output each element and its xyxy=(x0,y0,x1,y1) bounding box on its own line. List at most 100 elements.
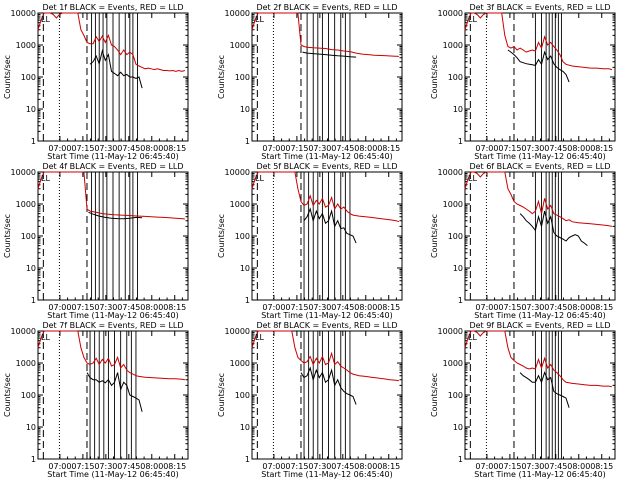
series-events xyxy=(89,49,143,89)
corner-tag: LL xyxy=(41,15,50,24)
x-axis-label: Start Time (11-May-12 06:45:40) xyxy=(474,311,605,320)
plot-frame xyxy=(37,330,189,460)
y-tick-label: 10000 xyxy=(11,9,36,18)
y-tick-label: 1000 xyxy=(443,200,463,209)
series-events xyxy=(507,49,570,83)
y-axis-label: Counts/sec xyxy=(3,373,12,417)
y-tick-label: 1 xyxy=(458,137,463,146)
panel-title: Det 1f BLACK = Events, RED = LLD xyxy=(42,3,183,12)
corner-tag: LL xyxy=(41,174,50,183)
panel-det-5: Det 5f BLACK = Events, RED = LLD 1 10 100 10… xyxy=(217,162,403,320)
x-tick-label: 07:30 xyxy=(94,303,117,312)
corner-tag: LL xyxy=(255,333,264,342)
x-tick-label: 07:30 xyxy=(308,303,331,312)
series-lld xyxy=(251,171,400,223)
corner-tag: LL xyxy=(468,15,477,24)
y-tick-label: 100 xyxy=(448,232,463,241)
y-tick-label: 10000 xyxy=(225,9,250,18)
y-tick-label: 1000 xyxy=(230,359,250,368)
x-tick-label: 08:00 xyxy=(354,303,377,312)
x-tick-label: 08:15 xyxy=(163,462,186,471)
y-tick-label: 1000 xyxy=(443,359,463,368)
x-tick-label: 07:00 xyxy=(48,303,71,312)
x-tick-label: 07:15 xyxy=(498,303,521,312)
panel-title: Det 6f BLACK = Events, RED = LLD xyxy=(469,162,610,171)
y-tick-label: 1000 xyxy=(443,41,463,50)
y-tick-label: 10 xyxy=(26,105,36,114)
series-events xyxy=(302,51,357,58)
x-tick-label: 07:15 xyxy=(71,462,94,471)
x-tick-label: 07:00 xyxy=(475,144,498,153)
series-lld xyxy=(251,12,399,57)
panel-det-6: Det 6f BLACK = Events, RED = LLD 1 10 100 10… xyxy=(430,162,616,320)
x-tick-label: 07:15 xyxy=(285,462,308,471)
y-tick-label: 100 xyxy=(235,73,250,82)
y-tick-label: 1 xyxy=(245,296,250,305)
x-tick-label: 08:00 xyxy=(140,144,163,153)
y-tick-label: 10000 xyxy=(225,327,250,336)
y-axis-label: Counts/sec xyxy=(217,214,226,258)
x-axis-label: Start Time (11-May-12 06:45:40) xyxy=(47,311,178,320)
x-axis-label: Start Time (11-May-12 06:45:40) xyxy=(261,152,392,161)
x-tick-label: 08:15 xyxy=(163,303,186,312)
y-tick-label: 1000 xyxy=(230,200,250,209)
y-axis-label: Counts/sec xyxy=(217,55,226,99)
corner-tag: LL xyxy=(255,15,264,24)
panel-title: Det 5f BLACK = Events, RED = LLD xyxy=(256,162,397,171)
y-tick-label: 1 xyxy=(31,296,36,305)
x-tick-label: 07:00 xyxy=(475,462,498,471)
x-tick-label: 07:30 xyxy=(521,303,544,312)
corner-tag: LL xyxy=(468,174,477,183)
y-tick-label: 1 xyxy=(458,455,463,464)
x-tick-label: 08:00 xyxy=(354,462,377,471)
plot-frame xyxy=(464,12,616,142)
plot-frame xyxy=(251,12,403,142)
y-tick-label: 10000 xyxy=(11,168,36,177)
y-axis-label: Counts/sec xyxy=(430,214,439,258)
y-tick-label: 1000 xyxy=(16,41,36,50)
x-tick-label: 07:30 xyxy=(94,144,117,153)
series-events xyxy=(300,366,357,405)
panel-det-3: Det 3f BLACK = Events, RED = LLD 1 10 100 10… xyxy=(430,3,616,161)
y-tick-label: 10000 xyxy=(438,9,463,18)
corner-tag: LL xyxy=(41,333,50,342)
panel-det-9: Det 9f BLACK = Events, RED = LLD 1 10 100 10… xyxy=(430,321,616,479)
x-tick-label: 07:00 xyxy=(48,462,71,471)
panel-title: Det 3f BLACK = Events, RED = LLD xyxy=(469,3,610,12)
x-tick-label: 07:45 xyxy=(331,462,354,471)
x-tick-label: 08:00 xyxy=(354,144,377,153)
x-tick-label: 07:15 xyxy=(71,144,94,153)
y-tick-label: 1000 xyxy=(230,41,250,50)
x-tick-label: 07:45 xyxy=(117,144,140,153)
x-tick-label: 08:00 xyxy=(140,303,163,312)
y-axis-label: Counts/sec xyxy=(430,373,439,417)
series-lld xyxy=(37,12,186,72)
series-lld xyxy=(37,171,185,220)
y-tick-label: 10 xyxy=(240,423,250,432)
y-tick-label: 1 xyxy=(31,455,36,464)
y-tick-label: 10000 xyxy=(438,168,463,177)
x-axis-label: Start Time (11-May-12 06:45:40) xyxy=(47,152,178,161)
x-tick-label: 07:00 xyxy=(262,303,285,312)
y-tick-label: 100 xyxy=(448,73,463,82)
series-events xyxy=(88,211,143,220)
x-tick-label: 07:45 xyxy=(544,303,567,312)
plot-frame xyxy=(464,171,616,301)
plot-frame xyxy=(251,171,403,301)
y-axis-label: Counts/sec xyxy=(217,373,226,417)
x-tick-label: 07:45 xyxy=(331,144,354,153)
x-tick-label: 07:45 xyxy=(544,462,567,471)
series-events xyxy=(303,207,357,244)
x-tick-label: 07:45 xyxy=(331,303,354,312)
x-axis-label: Start Time (11-May-12 06:45:40) xyxy=(261,470,392,479)
series-lld xyxy=(464,171,613,227)
y-axis-label: Counts/sec xyxy=(430,55,439,99)
x-tick-label: 07:30 xyxy=(308,144,331,153)
panel-det-7: Det 7f BLACK = Events, RED = LLD 1 10 100 10… xyxy=(3,321,189,479)
y-tick-label: 10 xyxy=(26,264,36,273)
x-tick-label: 08:00 xyxy=(567,462,590,471)
y-tick-label: 10 xyxy=(240,264,250,273)
x-tick-label: 07:45 xyxy=(544,144,567,153)
corner-tag: LL xyxy=(255,174,264,183)
y-tick-label: 1 xyxy=(245,455,250,464)
